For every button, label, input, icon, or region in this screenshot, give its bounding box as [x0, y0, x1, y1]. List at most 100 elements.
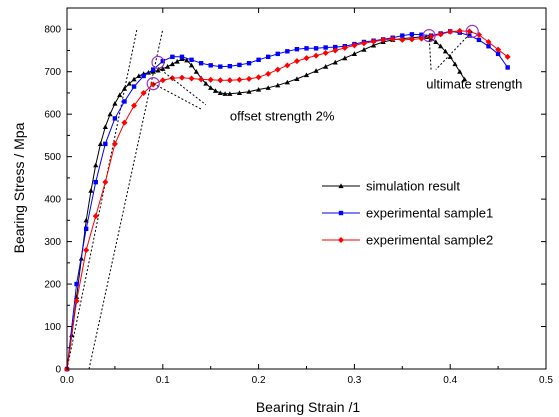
series-3-point	[111, 140, 118, 147]
y-tick-label: 300	[44, 237, 61, 248]
series-2-point	[495, 51, 501, 57]
series-2-point	[103, 141, 108, 147]
series-3-point	[360, 40, 367, 47]
series-1-point	[107, 111, 113, 117]
annotation-text-1: offset strength 2%	[230, 109, 335, 124]
series-1-point	[208, 85, 214, 90]
highlight-circle-1	[146, 76, 160, 91]
series-2-point	[189, 57, 194, 63]
series-3-point	[322, 50, 329, 57]
series-1-point	[88, 188, 94, 193]
annotation-pointer-3	[428, 35, 432, 70]
y-tick-label: 0	[55, 365, 61, 376]
series-3-point	[341, 44, 348, 51]
series-3-point	[399, 36, 406, 43]
series-1-point	[284, 79, 290, 85]
plot-frame	[66, 7, 547, 370]
y-tick-label: 500	[44, 152, 61, 163]
series-2-point	[275, 51, 280, 57]
series-3-point	[495, 46, 502, 53]
series-3-point	[102, 179, 109, 186]
series-2-point	[93, 179, 98, 185]
legend-marker	[338, 237, 344, 243]
series-3-point	[131, 102, 138, 109]
series-3-point	[437, 31, 444, 38]
series-1-point	[442, 48, 449, 54]
series-1-point	[452, 61, 458, 67]
series-2-point	[467, 33, 472, 38]
series-3-point	[456, 27, 463, 34]
series-1-point	[433, 39, 439, 45]
series-1	[64, 34, 468, 372]
series-3-point	[246, 75, 253, 82]
series-2-point	[285, 49, 290, 54]
series-3-point	[236, 76, 243, 83]
series-2-point	[208, 63, 213, 68]
series-3-point	[207, 76, 214, 83]
series-3-point	[121, 119, 128, 126]
series-1-point	[351, 51, 357, 56]
series-1-point	[275, 82, 281, 88]
series-3-point	[389, 36, 396, 43]
legend-label: experimental sample2	[366, 233, 493, 248]
highlight-circle-2	[151, 55, 165, 69]
series-1-point	[126, 80, 132, 86]
series-3-point	[226, 77, 233, 84]
series-1-point	[457, 69, 463, 74]
annotation-pointers	[152, 31, 473, 110]
series-1-point	[93, 162, 99, 168]
annotation-text-2: ultimate strength	[426, 77, 522, 92]
axes: 0.0 0.1 0.2 0.3 0.4 0.5 0 100 200 300 400 500 600 700…	[44, 8, 553, 386]
series-1-point	[164, 64, 171, 69]
series-1-point	[222, 91, 228, 96]
series-3-point	[380, 36, 387, 43]
series-3-point	[504, 53, 511, 60]
series-1-point	[117, 92, 123, 98]
series-3-point	[284, 62, 291, 69]
series-2-point	[304, 46, 309, 51]
y-tick-label: 800	[44, 25, 61, 36]
series-layer	[64, 27, 511, 372]
series-1-point	[447, 54, 453, 59]
series-3-point	[140, 89, 147, 96]
series-2-point	[237, 62, 242, 68]
series-1-point	[121, 86, 128, 91]
y-tick-label: 700	[44, 67, 61, 78]
series-1-point	[212, 88, 219, 93]
legend-item-1: simulation result	[322, 179, 460, 194]
series-1-point	[112, 100, 118, 106]
series-2-point	[313, 46, 319, 51]
series-2-point	[151, 67, 156, 72]
series-3-point	[159, 77, 166, 84]
series-line-1	[66, 36, 466, 370]
series-2-point	[409, 32, 415, 37]
series-2-point	[74, 281, 79, 287]
series-1-point	[174, 58, 180, 64]
series-1-point	[370, 42, 377, 48]
annotation-pointer-2	[152, 83, 202, 110]
series-3-point	[447, 28, 454, 35]
series-2-point	[112, 116, 118, 121]
series-2-point	[419, 32, 424, 37]
x-tick-label: 0.0	[60, 375, 74, 386]
series-1-point	[342, 55, 348, 61]
legend-item-2: experimental sample1	[322, 206, 493, 221]
series-2-point	[122, 99, 127, 104]
legend-marker	[338, 210, 344, 216]
series-3-point	[178, 74, 185, 81]
y-tick-label: 600	[44, 110, 61, 121]
series-2-point	[198, 61, 204, 66]
x-tick-label: 0.3	[347, 375, 361, 386]
y-tick-label: 100	[44, 322, 61, 333]
series-1-point	[217, 90, 223, 96]
series-1-point	[227, 91, 233, 96]
series-1-point	[461, 76, 468, 82]
x-tick-label: 0.5	[539, 375, 553, 386]
series-2-point	[505, 65, 510, 70]
series-1-point	[303, 72, 310, 78]
highlight-circle-4	[465, 24, 479, 38]
reference-line-1	[66, 29, 138, 370]
x-tick-label: 0.4	[443, 375, 457, 386]
series-2-point	[486, 44, 491, 49]
